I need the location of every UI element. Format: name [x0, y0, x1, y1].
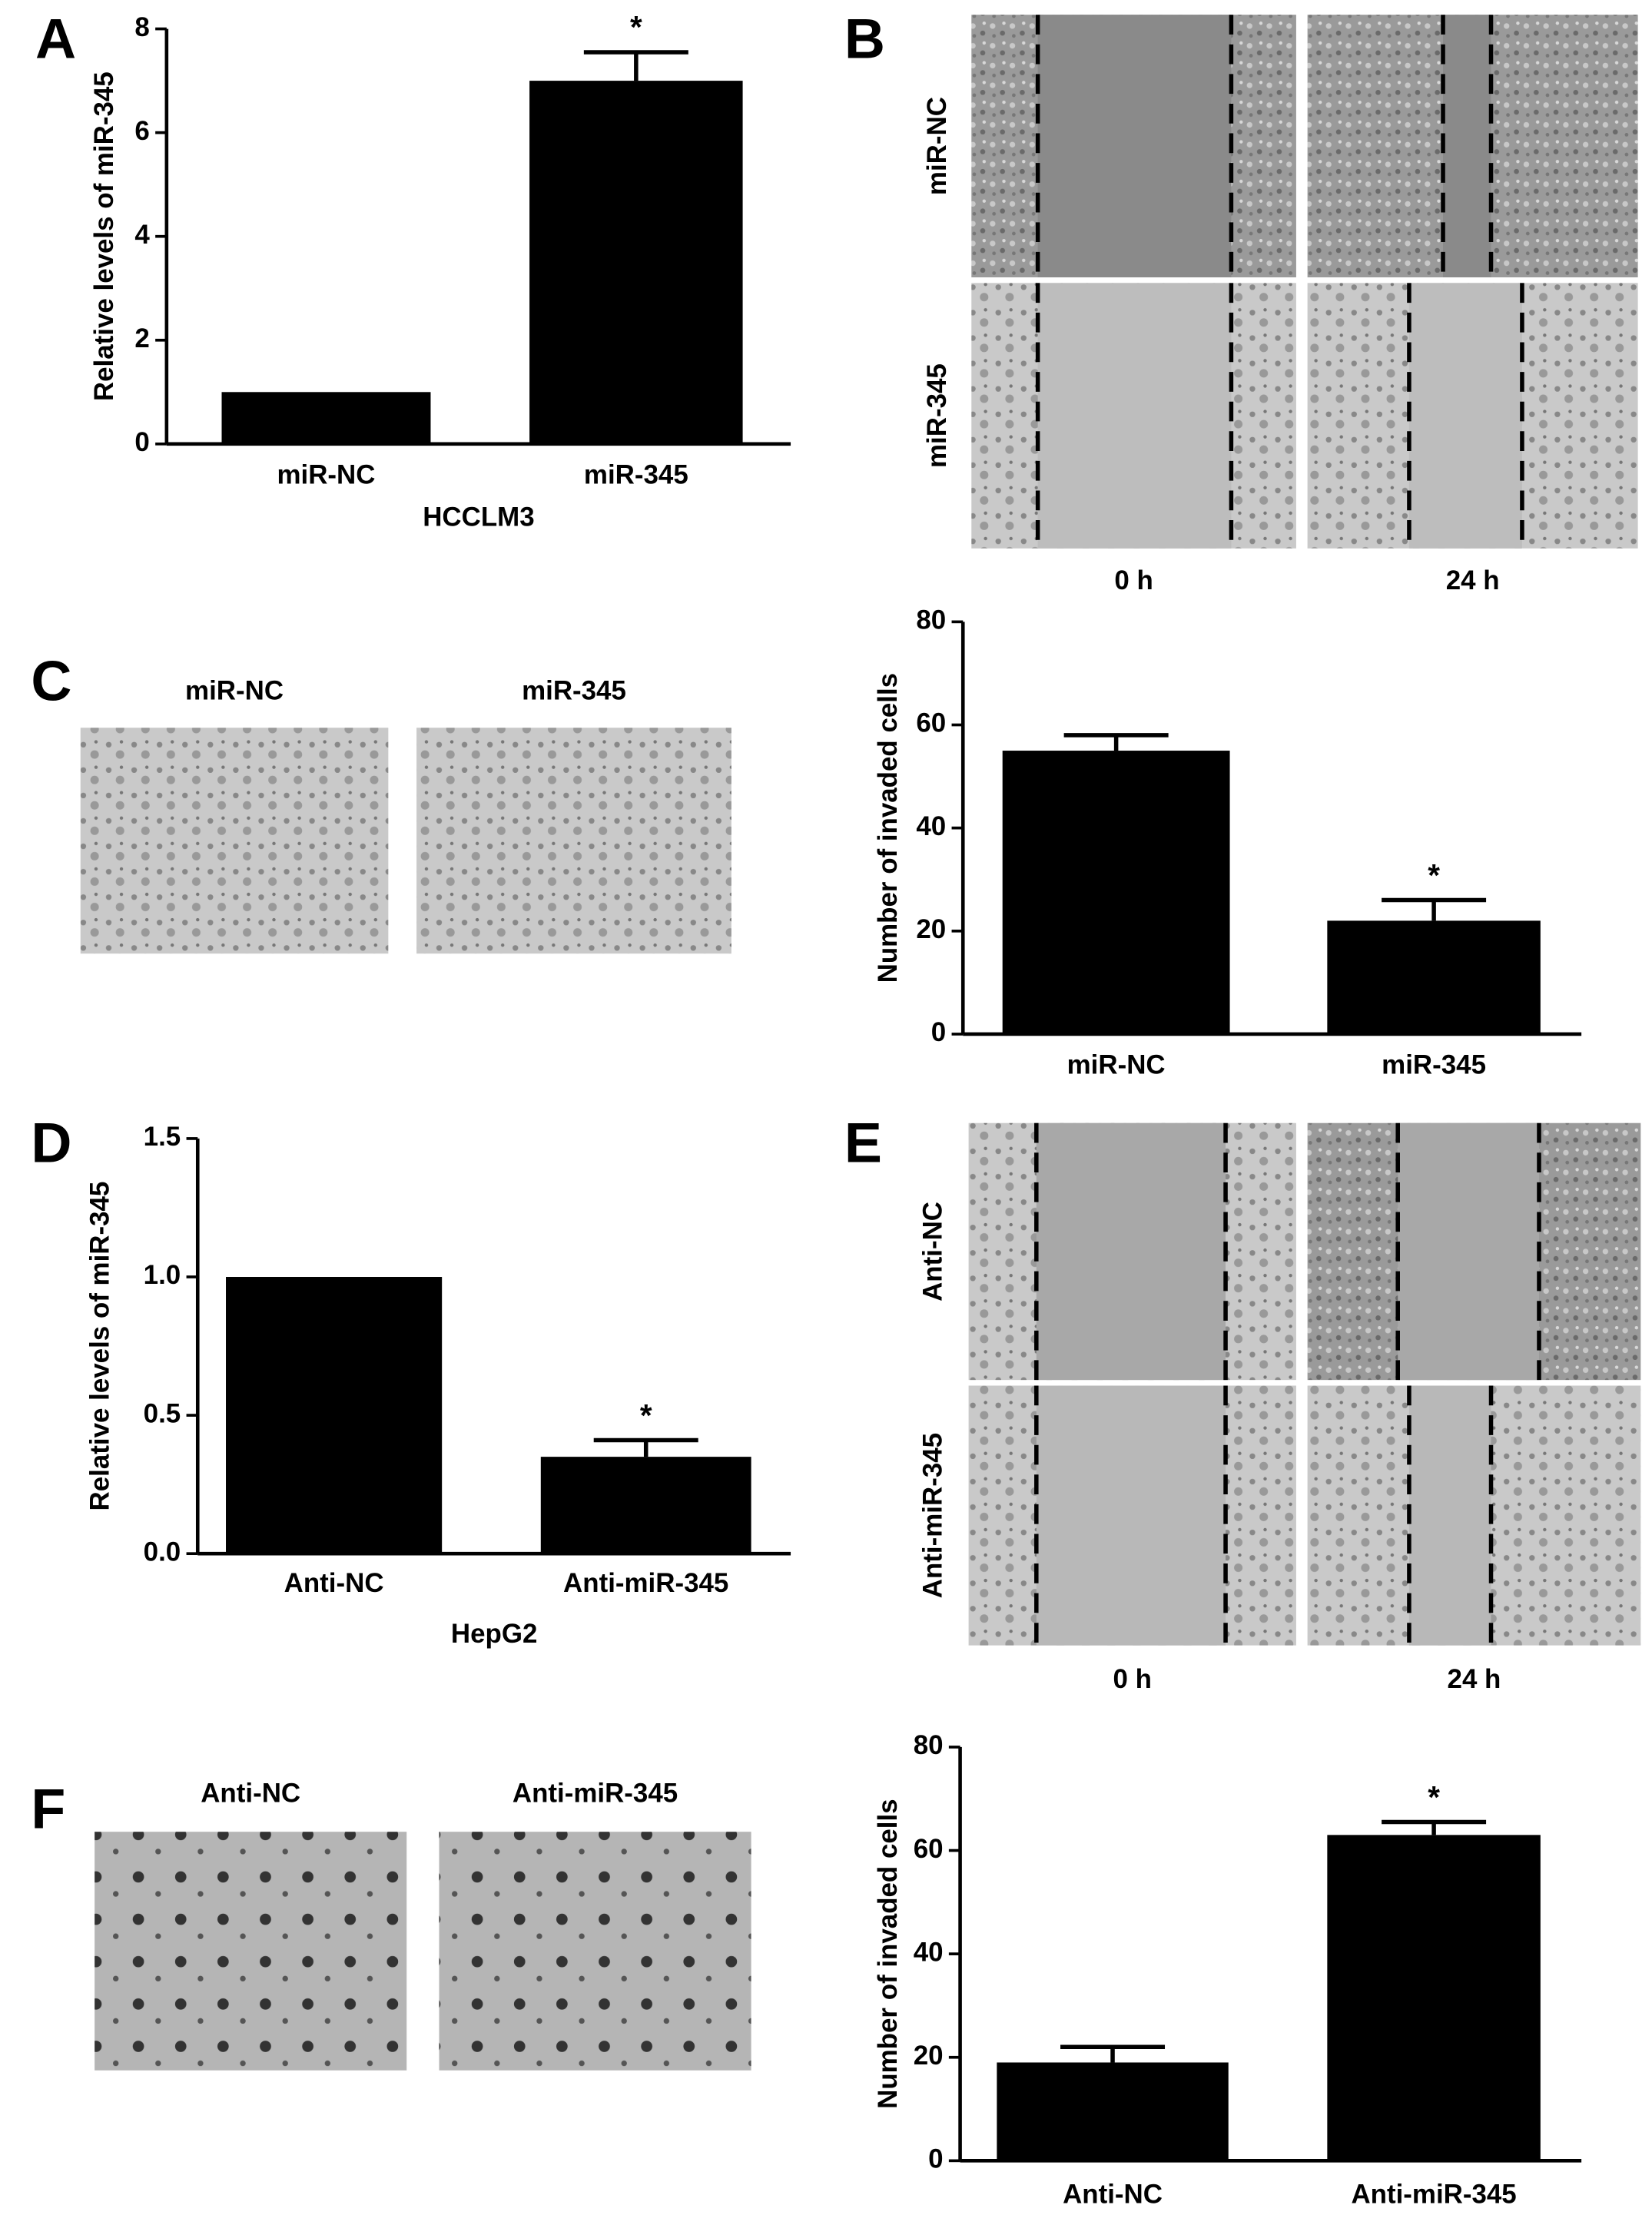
y-tick-label: 20	[916, 914, 946, 944]
y-axis-label: Relative levels of miR-345	[89, 71, 119, 401]
column-label: Anti-NC	[201, 1779, 300, 1809]
x-axis-label: HepG2	[451, 1619, 538, 1649]
bar	[226, 1277, 443, 1554]
x-tick-label: miR-345	[584, 459, 688, 489]
row-label: miR-345	[922, 363, 952, 468]
x-tick-label: Anti-miR-345	[563, 1568, 728, 1598]
significance-mark: *	[1428, 857, 1440, 893]
error-bar	[1060, 2044, 1166, 2063]
wound-gap	[1408, 1385, 1491, 1646]
y-tick-label: 80	[916, 605, 946, 635]
micrograph	[439, 1832, 751, 2071]
x-tick-label: Anti-NC	[284, 1568, 384, 1598]
y-tick-label: 8	[134, 12, 149, 42]
panel-letter: E	[844, 1110, 882, 1174]
row-label: Anti-NC	[918, 1202, 948, 1301]
y-tick-label: 6	[134, 116, 149, 146]
bar	[1327, 1835, 1541, 2161]
y-tick-label: 40	[914, 1937, 944, 1967]
y-tick-label: 0	[928, 2144, 943, 2174]
y-tick-label: 1.0	[144, 1260, 181, 1290]
error-bar	[583, 50, 688, 81]
y-tick-label: 20	[914, 2041, 944, 2071]
y-axis-label: Number of invaded cells	[873, 1799, 903, 2108]
x-tick-label: miR-345	[1382, 1049, 1486, 1079]
column-label: 24 h	[1446, 565, 1500, 595]
wound-gap	[1398, 1122, 1539, 1381]
bar	[540, 1457, 751, 1554]
bar	[529, 81, 743, 444]
significance-mark: *	[640, 1398, 652, 1433]
y-tick-label: 2	[134, 323, 149, 353]
significance-mark: *	[630, 9, 642, 45]
column-label: miR-NC	[185, 675, 284, 705]
error-bar	[1382, 897, 1487, 921]
y-tick-label: 0	[134, 427, 149, 457]
column-label: 0 h	[1114, 565, 1153, 595]
panel-letter: A	[35, 6, 76, 70]
micrograph	[95, 1832, 407, 2071]
row-label: miR-NC	[922, 97, 952, 195]
micrograph	[416, 728, 731, 954]
wound-gap	[1036, 1385, 1226, 1646]
error-bar	[593, 1437, 698, 1457]
column-label: miR-345	[522, 675, 626, 705]
column-label: 24 h	[1448, 1664, 1501, 1694]
row-label: Anti-miR-345	[918, 1433, 948, 1598]
x-tick-label: Anti-miR-345	[1351, 2180, 1516, 2210]
bar	[997, 2062, 1229, 2161]
bar	[1327, 920, 1541, 1034]
y-tick-label: 0.5	[144, 1398, 181, 1428]
wound-gap	[1037, 15, 1232, 277]
y-tick-label: 40	[916, 811, 946, 841]
error-bar	[1063, 733, 1169, 751]
x-tick-label: miR-NC	[1067, 1049, 1166, 1079]
wound-gap	[1408, 283, 1522, 549]
panel-letter: C	[31, 648, 71, 712]
y-tick-label: 0	[931, 1017, 946, 1047]
y-tick-label: 0.0	[144, 1537, 181, 1567]
bar	[1002, 751, 1230, 1034]
error-bar	[1382, 1819, 1487, 1835]
panel-letter: B	[844, 6, 885, 70]
column-label: Anti-miR-345	[513, 1779, 678, 1809]
y-axis-label: Relative levels of miR-345	[85, 1182, 115, 1511]
x-tick-label: miR-NC	[277, 459, 375, 489]
bar	[221, 392, 431, 444]
column-label: 0 h	[1113, 1664, 1152, 1694]
panel-letter: D	[31, 1110, 71, 1174]
y-tick-label: 80	[914, 1730, 944, 1760]
y-tick-label: 1.5	[144, 1122, 181, 1152]
y-tick-label: 4	[134, 220, 150, 250]
x-axis-label: HCCLM3	[423, 502, 534, 532]
wound-gap	[1443, 15, 1491, 277]
panel-letter: F	[31, 1777, 65, 1841]
x-tick-label: Anti-NC	[1063, 2180, 1163, 2210]
significance-mark: *	[1428, 1779, 1440, 1815]
y-tick-label: 60	[916, 708, 946, 738]
micrograph	[80, 728, 389, 954]
wound-gap	[1036, 1122, 1226, 1381]
y-tick-label: 60	[914, 1834, 944, 1864]
y-axis-label: Number of invaded cells	[873, 673, 903, 983]
wound-gap	[1037, 283, 1232, 549]
